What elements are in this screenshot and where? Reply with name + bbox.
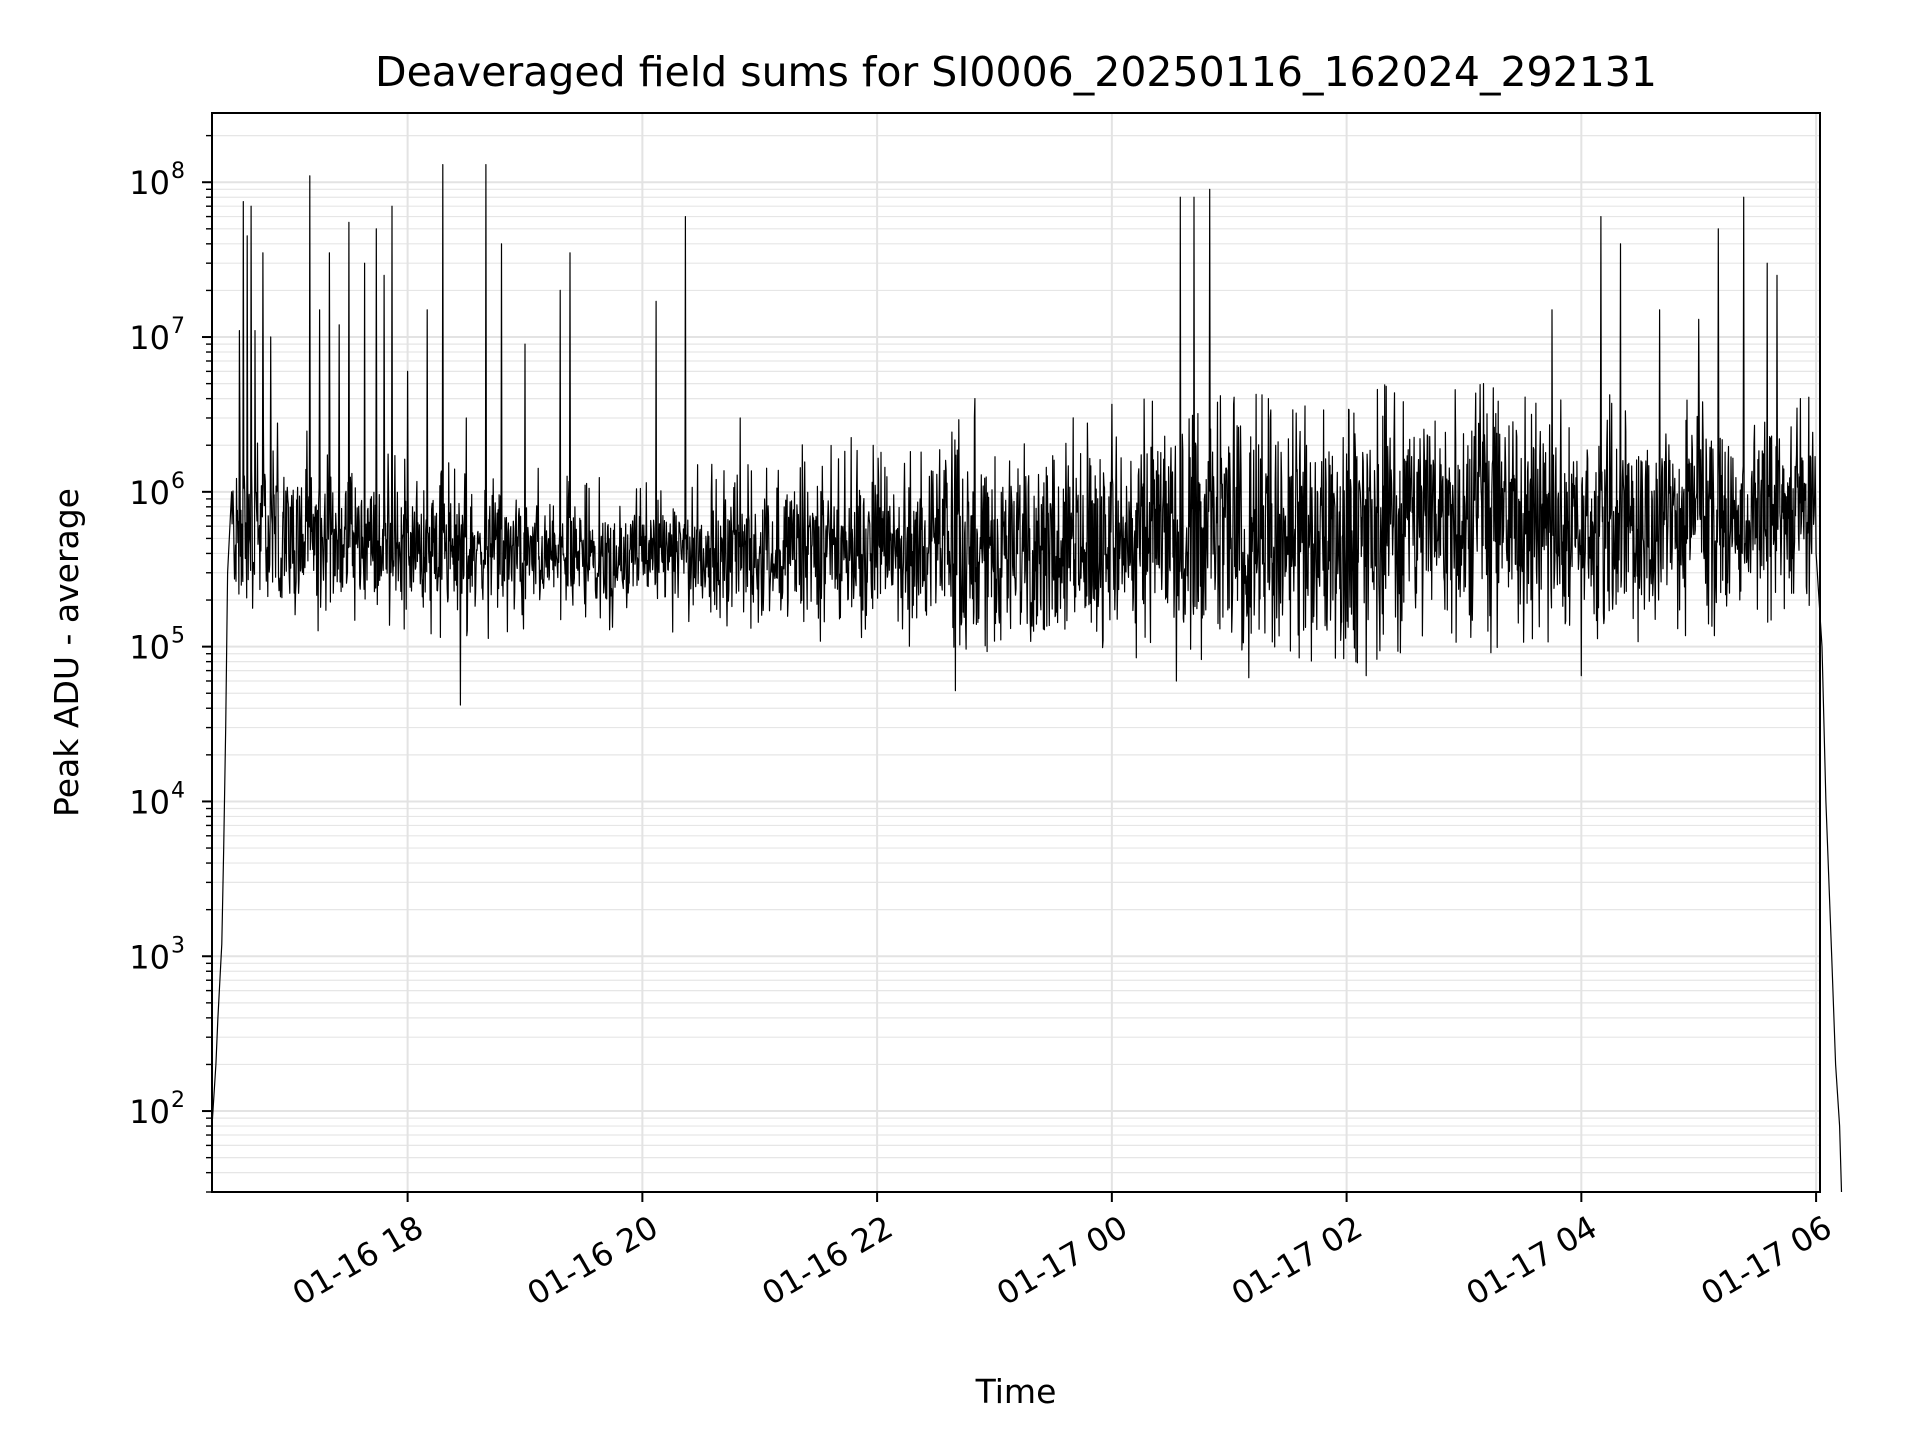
x-axis-label: Time [975, 1372, 1057, 1411]
y-tick-label: 10 [129, 1093, 170, 1131]
chart-title: Deaveraged field sums for SI0006_2025011… [375, 48, 1657, 96]
y-tick-exponent: 7 [171, 314, 185, 339]
y-tick-label: 10 [129, 783, 170, 821]
y-axis-label: Peak ADU - average [47, 488, 86, 817]
y-tick-label: 10 [129, 164, 170, 202]
y-tick-label: 10 [129, 474, 170, 512]
y-tick-exponent: 5 [171, 624, 185, 649]
series-layer [211, 164, 1843, 1193]
y-tick-exponent: 8 [171, 159, 185, 184]
y-tick-label: 10 [129, 938, 170, 976]
series-line [211, 164, 1843, 1193]
y-tick-exponent: 6 [171, 469, 185, 494]
y-tick-label: 10 [129, 319, 170, 357]
y-tick-exponent: 3 [171, 933, 185, 958]
y-tick-label: 10 [129, 629, 170, 667]
plot-frame [211, 112, 1821, 1193]
y-tick-exponent: 4 [171, 778, 185, 803]
y-tick-exponent: 2 [171, 1088, 185, 1113]
